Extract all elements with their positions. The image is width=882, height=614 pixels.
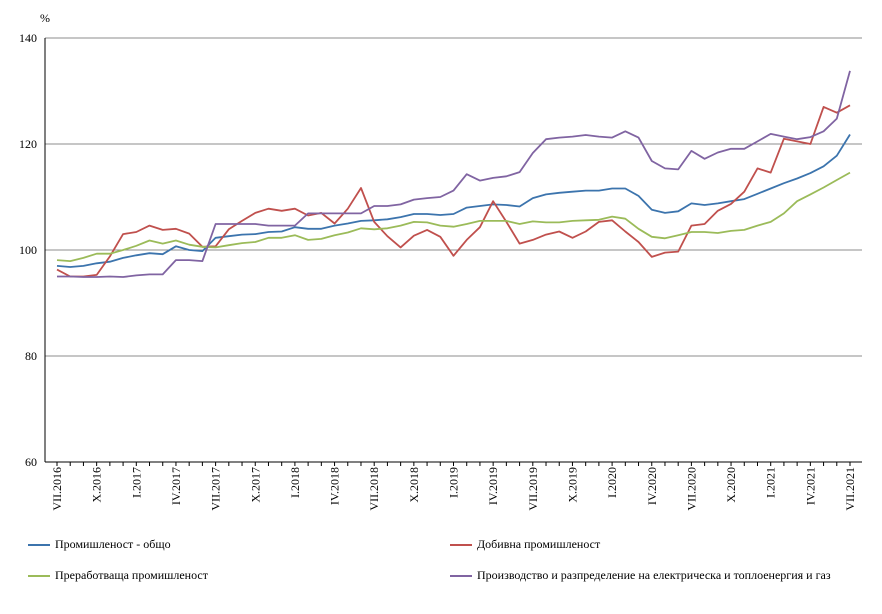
x-tick-label: I.2021 (764, 467, 778, 498)
x-tick-label: VII.2018 (367, 467, 381, 511)
gridlines (45, 37, 862, 357)
x-tick-label: X.2020 (724, 467, 738, 503)
x-tick-label: VII.2020 (684, 467, 698, 511)
series-lines (56, 70, 851, 278)
x-tick-label: I.2020 (605, 467, 619, 498)
x-tick-label: X.2019 (565, 467, 579, 503)
x-tick-label: IV.2018 (328, 467, 342, 505)
y-tick-labels: 60 80 100 120 140 (19, 31, 37, 469)
x-tick-label: VII.2016 (50, 467, 64, 511)
x-tick-label: VII.2017 (209, 467, 223, 511)
series-line-2 (56, 104, 851, 278)
x-tick-label: IV.2017 (169, 467, 183, 505)
x-tick-label: X.2016 (90, 467, 104, 503)
x-tick-label: VII.2019 (526, 467, 540, 511)
y-tick-label: 120 (19, 137, 37, 151)
y-tick-label: 60 (25, 455, 37, 469)
x-tick-label: IV.2019 (486, 467, 500, 505)
x-tick-label: X.2017 (248, 467, 262, 503)
x-tick-label: I.2018 (288, 467, 302, 498)
series-line-3 (56, 171, 851, 263)
x-tick-label: IV.2021 (803, 467, 817, 505)
x-tick-label: X.2018 (407, 467, 421, 503)
y-unit-label: % (40, 11, 50, 25)
x-tick-label: I.2019 (447, 467, 461, 498)
y-tick-label: 100 (19, 243, 37, 257)
x-tick-label: IV.2020 (645, 467, 659, 505)
axes (44, 38, 862, 466)
y-tick-label: 80 (25, 349, 37, 363)
series-line-1 (56, 134, 851, 268)
x-tick-labels: VII.2016 X.2016 I.2017 IV.2017 VII.2017 X.201… (50, 467, 857, 511)
series-line-4 (57, 70, 851, 278)
y-tick-label: 140 (19, 31, 37, 45)
x-tick-label: I.2017 (129, 467, 143, 498)
x-tick-label: VII.2021 (843, 467, 857, 511)
